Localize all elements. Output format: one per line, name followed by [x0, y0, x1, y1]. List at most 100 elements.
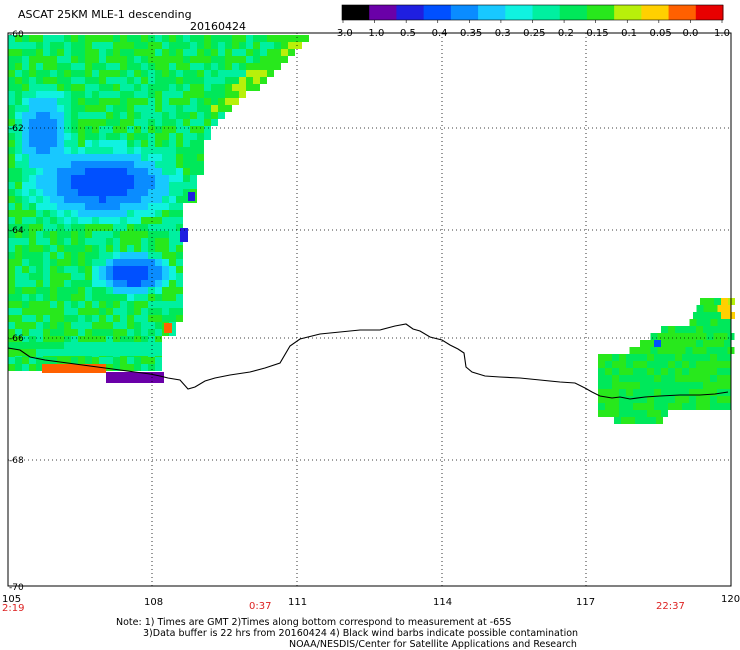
data-cell: [15, 84, 22, 91]
data-cell: [106, 189, 113, 196]
data-cell: [647, 340, 654, 347]
data-cell: [29, 91, 36, 98]
data-cell: [99, 63, 106, 70]
data-cell: [127, 329, 134, 336]
data-cell: [640, 382, 647, 389]
data-cell: [169, 280, 176, 287]
data-cell: [78, 342, 85, 349]
data-cell: [710, 389, 717, 396]
data-cell: [612, 368, 619, 375]
data-cell: [8, 70, 15, 77]
data-cell: [127, 91, 134, 98]
data-cell: [92, 140, 99, 147]
data-cell: [134, 147, 141, 154]
data-cell: [225, 84, 232, 91]
data-cell: [700, 312, 707, 319]
data-cell: [50, 77, 57, 84]
data-cell: [605, 410, 612, 417]
data-cell: [176, 84, 183, 91]
data-cell: [127, 168, 134, 175]
data-cell: [92, 245, 99, 252]
data-cell: [696, 368, 703, 375]
data-cell: [169, 70, 176, 77]
data-cell: [92, 42, 99, 49]
data-cell: [675, 340, 682, 347]
data-cell: [225, 42, 232, 49]
data-cell: [22, 175, 29, 182]
data-cell: [155, 42, 162, 49]
data-cell: [675, 403, 682, 410]
data-cell: [141, 294, 148, 301]
data-cell: [113, 56, 120, 63]
data-cell: [295, 42, 302, 49]
data-cell: [717, 375, 724, 382]
data-cell: [36, 182, 43, 189]
data-cell: [50, 154, 57, 161]
data-cell: [71, 308, 78, 315]
data-cell: [99, 349, 106, 356]
colorbar-segment: [369, 5, 397, 20]
data-cell: [155, 70, 162, 77]
data-cell: [141, 301, 148, 308]
data-cell: [155, 287, 162, 294]
data-cell: [106, 84, 113, 91]
data-cell: [29, 294, 36, 301]
data-cell: [176, 161, 183, 168]
data-cell: [169, 231, 176, 238]
lat-label-60: -60: [9, 30, 24, 40]
data-cell: [8, 77, 15, 84]
data-cell: [29, 84, 36, 91]
data-cell: [78, 252, 85, 259]
data-cell: [57, 112, 64, 119]
data-cell: [183, 98, 190, 105]
data-cell: [99, 70, 106, 77]
data-cell: [176, 273, 183, 280]
data-cell: [120, 63, 127, 70]
data-cell: [197, 119, 204, 126]
data-cell: [204, 133, 211, 140]
data-cell: [183, 63, 190, 70]
data-cell: [36, 196, 43, 203]
data-cell: [85, 35, 92, 42]
data-cell: [57, 273, 64, 280]
data-cell: [148, 224, 155, 231]
data-cell: [636, 347, 644, 354]
data-cell: [78, 315, 85, 322]
data-cell: [113, 322, 120, 329]
data-cell: [696, 354, 703, 361]
data-cell: [120, 217, 127, 224]
data-cell: [162, 105, 169, 112]
data-cell: [204, 42, 211, 49]
data-cell: [689, 319, 697, 326]
data-cell: [155, 266, 162, 273]
data-cell: [127, 315, 134, 322]
data-cell: [225, 35, 232, 42]
data-cell: [169, 329, 176, 336]
data-cell: [164, 323, 172, 333]
data-cell: [605, 361, 612, 368]
data-cell: [106, 182, 113, 189]
data-cell: [169, 210, 176, 217]
data-cell: [127, 175, 134, 182]
data-cell: [120, 287, 127, 294]
data-cell: [706, 333, 714, 340]
data-cell: [99, 84, 106, 91]
data-cell: [169, 154, 176, 161]
data-cell: [106, 91, 113, 98]
data-cell: [29, 287, 36, 294]
data-cell: [183, 175, 190, 182]
data-cell: [92, 147, 99, 154]
data-cell: [78, 322, 85, 329]
data-cell: [141, 147, 148, 154]
data-cell: [155, 308, 162, 315]
lon-label-105: 105: [2, 594, 21, 605]
data-cell: [127, 280, 134, 287]
data-cell: [633, 361, 640, 368]
data-cell: [71, 231, 78, 238]
data-cell: [120, 140, 127, 147]
data-cell: [647, 361, 654, 368]
data-cell: [78, 231, 85, 238]
data-cell: [113, 294, 120, 301]
data-cell: [721, 312, 728, 319]
data-cell: [64, 119, 71, 126]
